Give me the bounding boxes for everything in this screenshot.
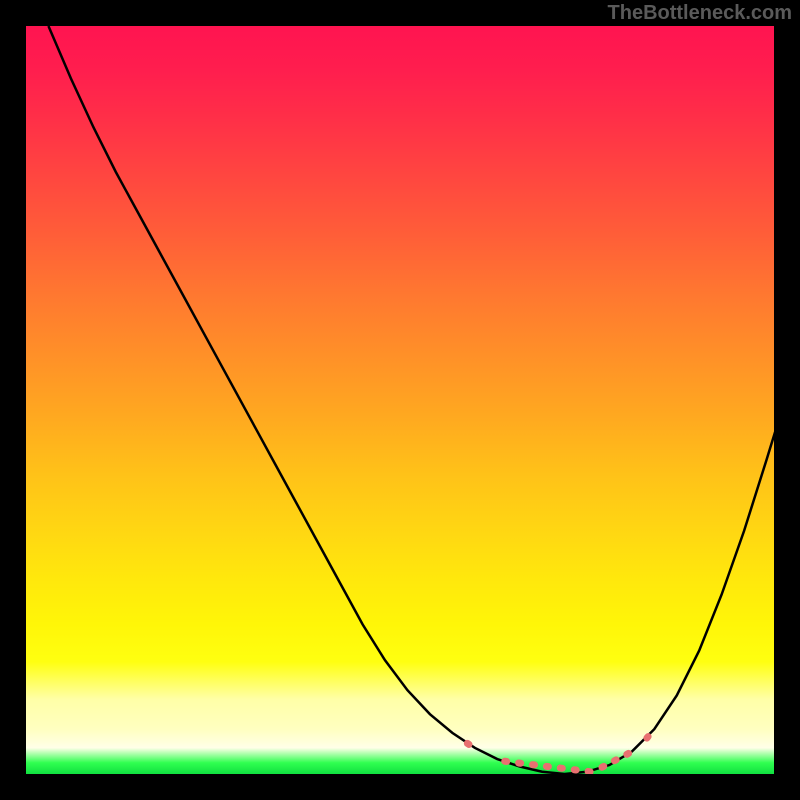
plot-area — [26, 26, 774, 774]
curve-layer — [26, 26, 774, 774]
highlight-dotted-segment — [467, 729, 654, 772]
bottleneck-curve — [48, 26, 774, 774]
chart-frame: TheBottleneck.com — [0, 0, 800, 800]
attribution-text: TheBottleneck.com — [608, 2, 792, 25]
